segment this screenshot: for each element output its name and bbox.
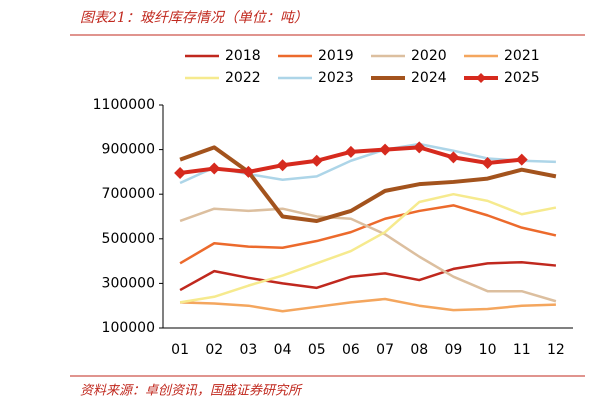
x-tick-label: 07 bbox=[376, 342, 394, 358]
point-marker bbox=[379, 143, 392, 156]
y-tick-label: 500000 bbox=[102, 231, 155, 247]
point-marker bbox=[310, 154, 323, 167]
y-tick-label: 1100000 bbox=[93, 97, 155, 113]
legend-label: 2018 bbox=[225, 48, 261, 64]
legend-label: 2020 bbox=[411, 48, 447, 64]
point-marker bbox=[242, 165, 255, 178]
y-tick-label: 900000 bbox=[102, 142, 155, 158]
legend-label: 2019 bbox=[318, 48, 354, 64]
series-line bbox=[179, 145, 557, 223]
x-tick-label: 05 bbox=[308, 342, 326, 358]
x-tick-label: 09 bbox=[445, 342, 463, 358]
legend-label: 2021 bbox=[504, 48, 540, 64]
chart-title: 图表21：玻纤库存情况（单位：吨） bbox=[80, 10, 308, 26]
legend-label: 2025 bbox=[504, 70, 540, 86]
x-tick-label: 11 bbox=[513, 342, 531, 358]
legend-label: 2023 bbox=[318, 70, 354, 86]
y-tick-label: 700000 bbox=[102, 186, 155, 202]
series-line bbox=[179, 260, 557, 292]
point-marker bbox=[413, 141, 426, 154]
source: 资料来源：卓创资讯，国盛证券研究所 bbox=[80, 383, 303, 399]
point-marker bbox=[515, 153, 528, 166]
legend-label: 2022 bbox=[225, 70, 261, 86]
x-tick-label: 12 bbox=[547, 342, 565, 358]
point-marker bbox=[276, 159, 289, 172]
point-marker bbox=[174, 167, 187, 180]
x-tick-label: 01 bbox=[171, 342, 189, 358]
point-marker bbox=[447, 151, 460, 164]
x-tick-label: 04 bbox=[274, 342, 292, 358]
point-marker bbox=[481, 156, 494, 169]
legend-label: 2024 bbox=[411, 70, 447, 86]
y-tick-label: 300000 bbox=[102, 275, 155, 291]
series-line bbox=[180, 297, 556, 313]
series-line bbox=[179, 192, 557, 304]
x-tick-label: 02 bbox=[205, 342, 223, 358]
x-tick-label: 10 bbox=[479, 342, 497, 358]
x-tick-label: 03 bbox=[240, 342, 258, 358]
point-marker bbox=[344, 145, 357, 158]
x-tick-label: 06 bbox=[342, 342, 360, 358]
series-line bbox=[179, 207, 557, 303]
legend-marker bbox=[476, 73, 486, 83]
point-marker bbox=[208, 162, 221, 175]
series-line bbox=[179, 204, 557, 265]
x-tick-label: 08 bbox=[410, 342, 428, 358]
y-tick-label: 100000 bbox=[102, 320, 155, 336]
